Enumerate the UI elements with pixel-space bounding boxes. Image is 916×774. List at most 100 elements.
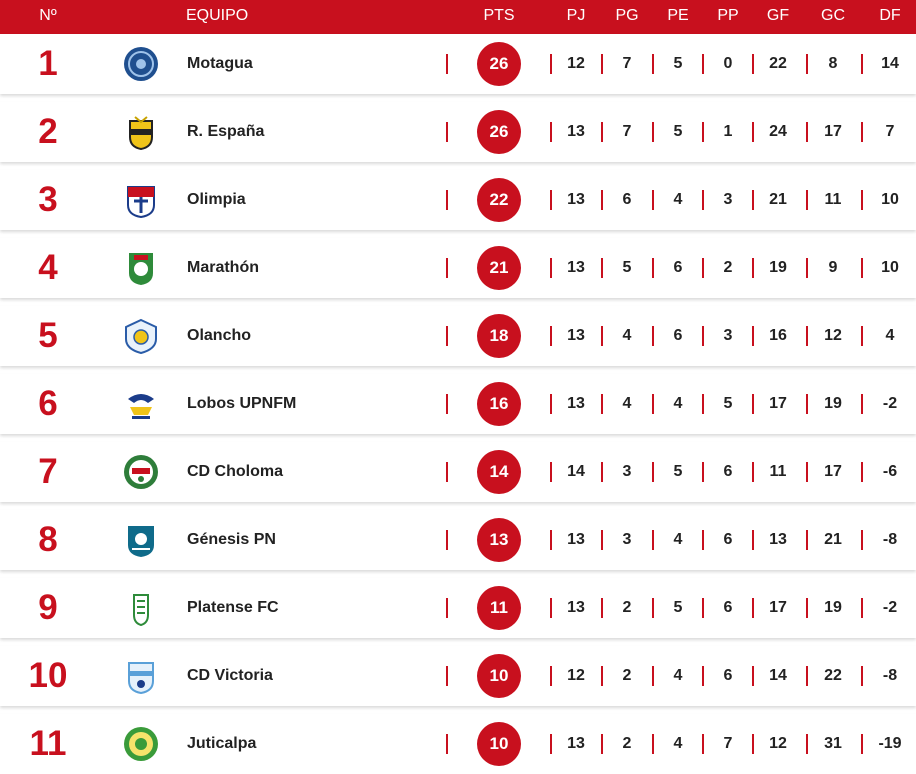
header-won[interactable]: PG [615,7,639,24]
table-row[interactable]: 7 CD Choloma 14 14 3 5 6 11 17 -6 [0,442,916,502]
column-separator [806,530,808,550]
column-separator [861,190,863,210]
stat-pg: 5 [622,259,632,276]
table-row[interactable]: 2 R. España 26 13 7 5 1 24 17 7 [0,102,916,162]
platense-crest-icon [118,589,164,627]
team-name[interactable]: Olancho [187,327,252,344]
team-name[interactable]: Olimpia [187,191,246,208]
header-lost[interactable]: PP [717,7,739,24]
juticalpa-crest-icon [118,725,164,763]
team-name[interactable]: Juticalpa [187,735,257,752]
header-drawn[interactable]: PE [667,7,689,24]
table-row[interactable]: 6 Lobos UPNFM 16 13 4 4 5 17 19 -2 [0,374,916,434]
table-row[interactable]: 8 Génesis PN 13 13 3 4 6 13 21 -8 [0,510,916,570]
stat-pp: 2 [723,259,733,276]
stat-pe: 5 [673,463,683,480]
victoria-crest-icon [118,657,164,695]
table-header: Nº EQUIPO PTS PJ PG PE PP GF GC DF [0,0,916,34]
table-row[interactable]: 1 Motagua 26 12 7 5 0 22 8 14 [0,34,916,94]
points-badge: 10 [477,654,521,698]
stat-pg: 4 [622,395,632,412]
column-separator [601,734,603,754]
stat-pg: 7 [622,55,632,72]
column-separator [752,326,754,346]
column-separator [550,122,552,142]
column-separator [652,666,654,686]
stat-pj: 12 [567,667,585,684]
stat-gc: 8 [828,55,838,72]
stat-gf: 24 [769,123,787,140]
stat-pe: 5 [673,123,683,140]
column-separator [752,394,754,414]
column-separator [702,394,704,414]
stat-df: -2 [882,395,898,412]
table-row[interactable]: 9 Platense FC 11 13 2 5 6 17 19 -2 [0,578,916,638]
column-separator [446,666,448,686]
column-separator [752,666,754,686]
team-name[interactable]: CD Choloma [187,463,283,480]
header-goals-for[interactable]: GF [766,7,790,24]
stat-pe: 6 [673,259,683,276]
column-separator [601,462,603,482]
stat-gc: 19 [824,395,842,412]
column-separator [550,190,552,210]
team-name[interactable]: Marathón [187,259,259,276]
header-played[interactable]: PJ [566,7,586,24]
column-separator [550,734,552,754]
position-number: 11 [29,724,67,763]
column-separator [752,190,754,210]
stat-pj: 14 [567,463,585,480]
column-separator [652,54,654,74]
column-separator [806,54,808,74]
stat-gc: 11 [824,191,842,208]
column-separator [861,666,863,686]
column-separator [601,190,603,210]
column-separator [861,326,863,346]
stat-gf: 11 [769,463,787,480]
stat-gc: 21 [824,531,842,548]
column-separator [702,258,704,278]
stat-pe: 4 [673,395,683,412]
position-number: 5 [38,316,58,355]
column-separator [806,598,808,618]
stat-df: -6 [882,463,898,480]
stat-pe: 5 [673,599,683,616]
column-separator [550,666,552,686]
stat-pp: 6 [723,531,733,548]
stat-gc: 9 [828,259,838,276]
team-name[interactable]: Motagua [187,55,253,72]
column-separator [652,394,654,414]
column-separator [752,258,754,278]
stat-pj: 13 [567,531,585,548]
stat-pg: 7 [622,123,632,140]
team-name[interactable]: Génesis PN [187,531,276,548]
table-row[interactable]: 4 Marathón 21 13 5 6 2 19 9 10 [0,238,916,298]
position-number: 8 [38,520,58,559]
stat-pg: 3 [622,531,632,548]
stat-pe: 4 [673,667,683,684]
table-row[interactable]: 3 Olimpia 22 13 6 4 3 21 11 10 [0,170,916,230]
team-name[interactable]: Platense FC [187,599,279,616]
stat-df: 14 [881,55,899,72]
header-goal-diff[interactable]: DF [879,7,901,24]
team-name[interactable]: R. España [187,123,265,140]
column-separator [446,530,448,550]
table-row[interactable]: 5 Olancho 18 13 4 6 3 16 12 4 [0,306,916,366]
column-separator [806,326,808,346]
marathon-crest-icon [118,249,164,287]
table-row[interactable]: 10 CD Victoria 10 12 2 4 6 14 22 -8 [0,646,916,706]
column-separator [752,598,754,618]
stat-gf: 17 [769,599,787,616]
header-points[interactable]: PTS [483,7,515,24]
header-position[interactable]: Nº [39,7,57,24]
table-row[interactable]: 11 Juticalpa 10 13 2 4 7 12 31 -19 [0,714,916,774]
stat-df: -8 [882,667,898,684]
stat-pp: 5 [723,395,733,412]
header-goals-against[interactable]: GC [821,7,845,24]
motagua-crest-icon [118,45,164,83]
stat-pe: 6 [673,327,683,344]
team-name[interactable]: Lobos UPNFM [187,395,297,412]
team-name[interactable]: CD Victoria [187,667,273,684]
column-separator [446,258,448,278]
header-team[interactable]: EQUIPO [186,7,249,24]
